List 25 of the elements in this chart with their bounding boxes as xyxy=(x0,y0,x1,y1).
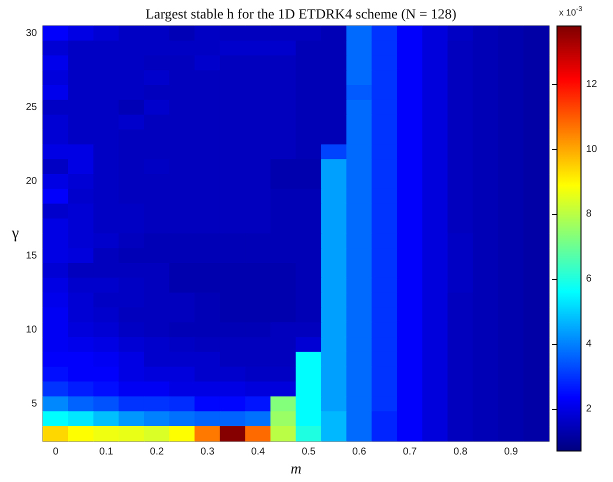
color-bar-label: 6 xyxy=(586,274,592,285)
color-bar-label: 8 xyxy=(586,208,592,220)
x-tick-label: 0 xyxy=(52,446,59,458)
color-bar-label: 4 xyxy=(586,338,592,350)
color-bar-label: 2 xyxy=(586,403,592,414)
y-tick-label: 20 xyxy=(26,176,38,188)
x-tick-label: 0.7 xyxy=(402,446,418,458)
color-bar-label: 10 xyxy=(586,144,598,155)
y-tick-label: 15 xyxy=(26,250,38,262)
x-tick-label: 0.2 xyxy=(150,446,164,458)
x-tick-label: 0.6 xyxy=(352,446,367,458)
y-tick-label: 10 xyxy=(26,324,38,336)
x-tick-label: 0.8 xyxy=(453,446,468,458)
x-axis-title: m xyxy=(290,462,302,478)
y-tick-label: 25 xyxy=(26,102,38,114)
x-tick-label: 0.5 xyxy=(302,446,316,458)
x-tick-label: 0.9 xyxy=(504,446,518,458)
y-tick-label: 30 xyxy=(26,28,38,39)
color-bar-label: 12 xyxy=(586,78,598,90)
chart-title: Largest stable h for the 1D ETDRK4 scheme (N = 128) xyxy=(146,8,457,22)
y-axis-title: γ xyxy=(10,225,19,242)
x-tick-label: 0.4 xyxy=(251,446,266,458)
y-tick-label: 5 xyxy=(31,398,38,410)
x-tick-label: 0.3 xyxy=(200,446,215,458)
x-tick-label: 0.1 xyxy=(99,446,114,458)
